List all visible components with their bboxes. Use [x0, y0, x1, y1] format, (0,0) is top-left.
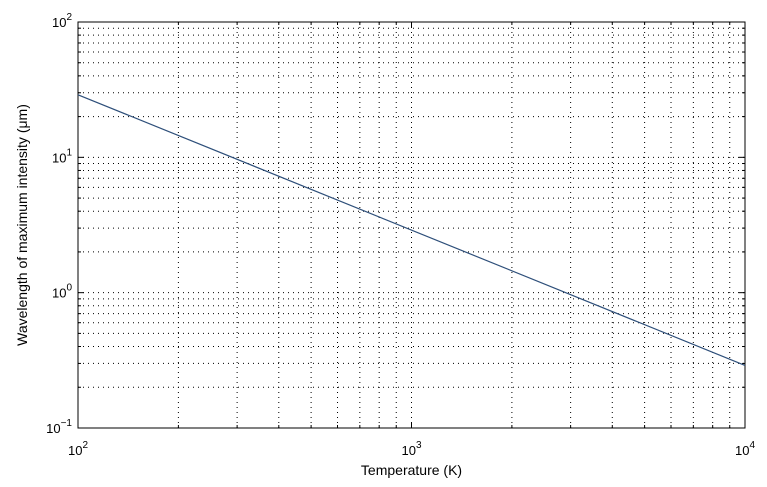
series-group: [77, 94, 746, 366]
y-tick-label: 101: [52, 147, 72, 165]
series-line: [77, 94, 746, 366]
x-tick-label: 103: [401, 440, 421, 458]
y-tick-label: 100: [52, 283, 72, 301]
x-axis-label: Temperature (K): [361, 462, 462, 478]
y-axis-label: Wavelength of maximum intensity (μm): [14, 104, 30, 346]
y-tick-labels: 10−1 100 101 102: [46, 12, 72, 436]
y-tick-label: 10−1: [46, 418, 72, 436]
x-tick-label: 102: [68, 440, 88, 458]
y-tick-label: 102: [52, 12, 72, 30]
axis-ticks: [77, 22, 745, 429]
x-tick-label: 104: [735, 440, 755, 458]
x-tick-labels: 102 103 104: [68, 440, 755, 458]
grid: [78, 22, 745, 428]
